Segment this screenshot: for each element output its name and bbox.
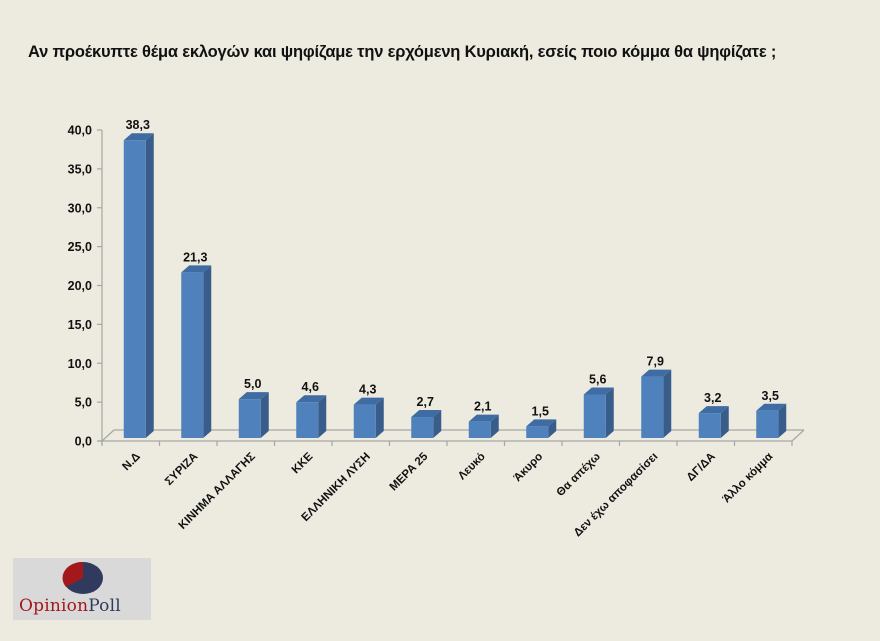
bar (583, 387, 614, 438)
bar (238, 392, 269, 438)
bar (123, 133, 154, 438)
chart-title: Αν προέκυπτε θέμα εκλογών και ψηφίζαμε τ… (28, 43, 777, 61)
category-label: ΔΓ/ΔΑ (685, 451, 718, 484)
y-tick-label: 35,0 (68, 162, 92, 176)
bar-value-label: 5,0 (244, 377, 261, 391)
category-label: ΣΥΡΙΖΑ (163, 451, 200, 488)
bar-value-label: 2,1 (474, 400, 491, 414)
bar-value-label: 1,5 (532, 404, 549, 418)
logo-text-poll: Poll (88, 596, 121, 616)
logo-text-opinion: Opinion (19, 596, 89, 616)
y-tick-label: 30,0 (68, 201, 92, 215)
bar (296, 395, 327, 438)
category-label: Λευκό (456, 451, 488, 483)
floor-right-edge (791, 429, 805, 442)
chart-labels: 0,0 5,0 10,0 15,0 20,0 25,0 30,0 35,0 40,0 38,3 Ν.… (68, 118, 779, 539)
bar-value-label: 4,3 (359, 383, 376, 397)
y-tick-label: 5,0 (75, 396, 92, 410)
bar-value-label: 4,6 (302, 380, 319, 394)
bar (181, 265, 212, 438)
chart-axes (97, 129, 805, 446)
bar-value-label: 5,6 (589, 372, 606, 386)
bar (353, 397, 384, 438)
category-label: Άκυρο (512, 451, 546, 485)
category-label: ΜΕΡΑ 25 (388, 450, 431, 493)
bar (698, 406, 729, 438)
bar-value-label: 3,2 (704, 391, 721, 405)
y-tick-label: 15,0 (68, 318, 92, 332)
pie-logo-icon (62, 561, 103, 594)
bar-value-label: 21,3 (183, 250, 207, 264)
y-tick-label: 25,0 (68, 240, 92, 254)
bar (641, 369, 672, 438)
category-label: Ν.Δ (120, 451, 142, 473)
chart-bars (123, 133, 787, 438)
category-label: ΚΚΕ (290, 450, 316, 476)
floor-left-edge (101, 429, 115, 442)
y-tick-label: 20,0 (68, 279, 92, 293)
y-tick-label: 0,0 (75, 435, 92, 449)
bar (468, 414, 499, 438)
bar (526, 419, 557, 438)
y-tick-label: 10,0 (68, 357, 92, 371)
category-label: Άλλο κόμμα (721, 451, 776, 506)
category-label: Θα απέχω (555, 450, 604, 499)
bar-value-label: 3,5 (762, 389, 779, 403)
bar (756, 403, 787, 438)
y-tick-label: 40,0 (68, 124, 92, 138)
bar-value-label: 2,7 (417, 395, 434, 409)
opinionpoll-logo: OpinionPoll (13, 558, 151, 620)
logo-text: OpinionPoll (19, 596, 121, 616)
bar (411, 410, 442, 438)
bar-value-label: 7,9 (647, 355, 664, 369)
bar-value-label: 38,3 (126, 118, 150, 132)
